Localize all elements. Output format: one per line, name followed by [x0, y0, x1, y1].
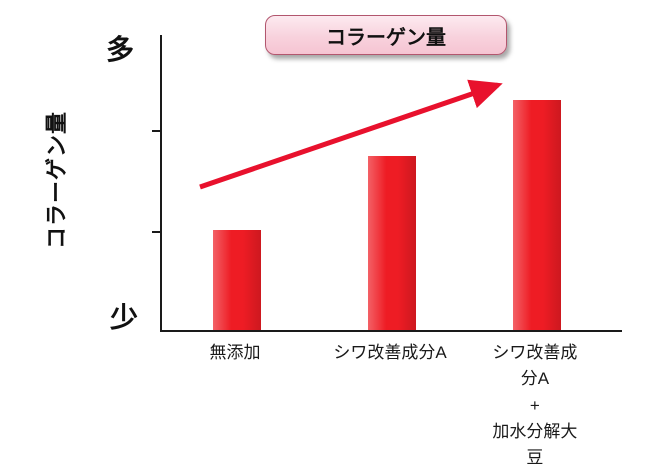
- x-axis-label-1: シワ改善成分A: [333, 343, 447, 362]
- x-axis-labels: 無添加 シワ改善成分A シワ改善成分A + 加水分解大豆: [160, 340, 620, 467]
- bar-0: [212, 229, 261, 330]
- y-axis-tick-lower: [152, 230, 161, 233]
- trend-arrow: [199, 79, 503, 190]
- y-axis-max-label: 多: [106, 34, 135, 65]
- y-axis-tick-upper: [152, 130, 161, 133]
- x-axis-label-0: 無添加: [209, 343, 261, 362]
- y-axis-title: コラーゲン量: [44, 110, 69, 250]
- chart-title-text: コラーゲン量: [326, 26, 446, 49]
- bar-1: [368, 155, 416, 330]
- bar-2: [512, 99, 561, 330]
- plot-area: [152, 35, 622, 332]
- x-axis-label-2: シワ改善成分A + 加水分解大豆: [492, 343, 578, 468]
- chart-title-badge: コラーゲン量: [265, 15, 507, 55]
- trend-arrow-line: [199, 79, 503, 190]
- y-axis-min-label: 少: [110, 302, 139, 333]
